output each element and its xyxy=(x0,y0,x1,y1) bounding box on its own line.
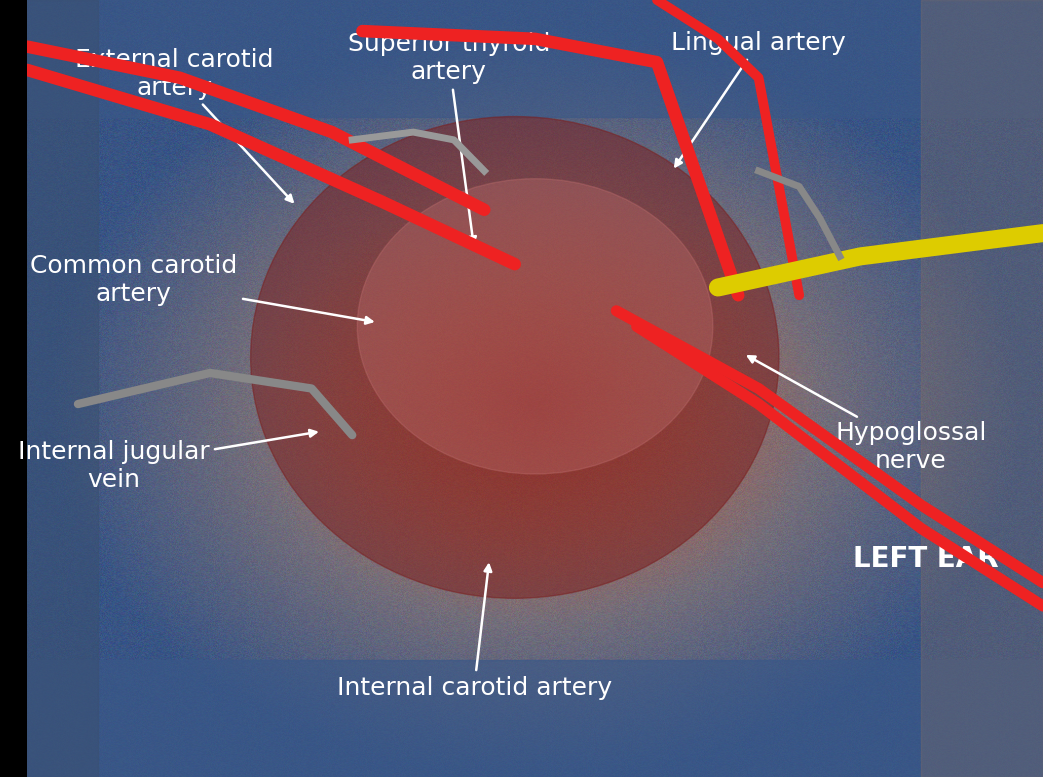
Bar xyxy=(27,0,98,777)
Text: External carotid
artery: External carotid artery xyxy=(75,48,293,202)
Ellipse shape xyxy=(250,117,779,598)
Text: Common carotid
artery: Common carotid artery xyxy=(30,254,372,324)
Text: Hypoglossal
nerve: Hypoglossal nerve xyxy=(748,356,987,472)
Text: Lingual artery: Lingual artery xyxy=(672,31,846,166)
Text: Superior thyroid
artery: Superior thyroid artery xyxy=(347,33,550,243)
Text: Internal carotid artery: Internal carotid artery xyxy=(337,565,611,699)
Text: LEFT EAR: LEFT EAR xyxy=(853,545,999,573)
Bar xyxy=(27,660,1043,777)
Text: Internal jugular
vein: Internal jugular vein xyxy=(18,430,316,492)
Bar xyxy=(921,0,1043,777)
Bar xyxy=(27,0,1043,117)
Ellipse shape xyxy=(358,179,712,474)
